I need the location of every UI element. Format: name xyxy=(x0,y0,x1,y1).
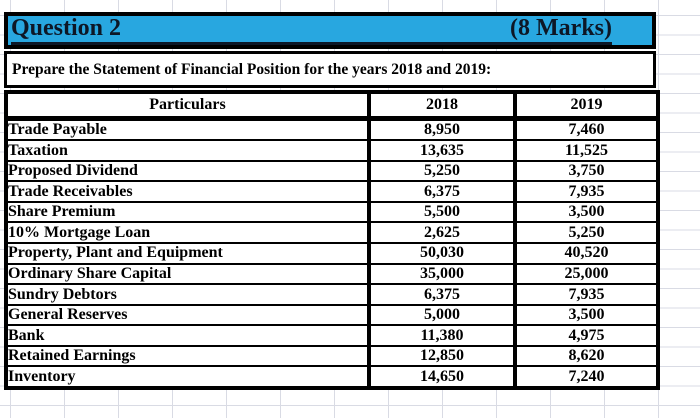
particulars-cell: Proposed Dividend xyxy=(4,159,371,183)
value-2019-cell: 4,975 xyxy=(513,324,660,347)
value-2018-cell: 5,250 xyxy=(367,159,517,183)
question-marks: (8 Marks) xyxy=(510,14,612,41)
value-2019-cell: 7,240 xyxy=(513,365,660,389)
table-row: Trade Payable 8,950 7,460 xyxy=(4,116,660,142)
table-header-row: Particulars 2018 2019 xyxy=(4,91,660,121)
value-2019-cell: 3,500 xyxy=(513,200,660,224)
value-2019-cell: 3,750 xyxy=(513,159,660,183)
instruction-box: Prepare the Statement of Financial Posit… xyxy=(4,51,656,88)
value-2019-cell: 7,460 xyxy=(513,116,660,142)
value-2018-cell: 14,650 xyxy=(367,365,517,389)
value-2019-cell: 40,520 xyxy=(513,241,660,265)
table-row: Bank 11,380 4,975 xyxy=(4,324,660,347)
value-2019-cell: 7,935 xyxy=(513,283,660,306)
table-row: Trade Receivables 6,375 7,935 xyxy=(4,180,660,203)
value-2018-cell: 5,500 xyxy=(367,200,517,224)
table-row: 10% Mortgage Loan 2,625 5,250 xyxy=(4,221,660,244)
particulars-cell: Property, Plant and Equipment xyxy=(4,241,371,265)
table-row: Inventory 14,650 7,240 xyxy=(4,365,660,389)
particulars-cell: Taxation xyxy=(4,139,371,162)
value-2019-cell: 7,935 xyxy=(513,180,660,203)
particulars-cell: Share Premium xyxy=(4,200,371,224)
value-2018-cell: 8,950 xyxy=(367,116,517,142)
particulars-cell: Retained Earnings xyxy=(4,344,371,368)
particulars-cell: Bank xyxy=(4,324,371,347)
instruction-text: Prepare the Statement of Financial Posit… xyxy=(12,60,492,78)
value-2018-cell: 5,000 xyxy=(367,303,517,327)
particulars-cell: Trade Receivables xyxy=(4,180,371,203)
table-row: Ordinary Share Capital 35,000 25,000 xyxy=(4,262,660,286)
column-header-2019: 2019 xyxy=(513,91,660,121)
table-body: Trade Payable 8,950 7,460 Taxation 13,63… xyxy=(4,116,660,389)
value-2018-cell: 6,375 xyxy=(367,180,517,203)
table-row: Share Premium 5,500 3,500 xyxy=(4,200,660,224)
column-header-2018: 2018 xyxy=(367,91,517,121)
value-2019-cell: 5,250 xyxy=(513,221,660,244)
value-2018-cell: 13,635 xyxy=(367,139,517,162)
value-2018-cell: 2,625 xyxy=(367,221,517,244)
question-header-underline: Question 2 (8 Marks) xyxy=(11,14,612,46)
financial-position-table: Particulars 2018 2019 Trade Payable 8,95… xyxy=(4,90,660,390)
particulars-cell: Sundry Debtors xyxy=(4,283,371,306)
table-row: Proposed Dividend 5,250 3,750 xyxy=(4,159,660,183)
value-2018-cell: 12,850 xyxy=(367,344,517,368)
question-title: Question 2 xyxy=(11,14,122,41)
value-2019-cell: 3,500 xyxy=(513,303,660,327)
particulars-cell: Trade Payable xyxy=(4,116,371,142)
table-header: Particulars 2018 2019 xyxy=(4,91,660,121)
table-row: Sundry Debtors 6,375 7,935 xyxy=(4,283,660,306)
particulars-cell: General Reserves xyxy=(4,303,371,327)
value-2018-cell: 35,000 xyxy=(367,262,517,286)
particulars-cell: 10% Mortgage Loan xyxy=(4,221,371,244)
table-row: Property, Plant and Equipment 50,030 40,… xyxy=(4,241,660,265)
particulars-cell: Ordinary Share Capital xyxy=(4,262,371,286)
question-header-bar: Question 2 (8 Marks) xyxy=(4,12,656,49)
value-2018-cell: 11,380 xyxy=(367,324,517,347)
value-2019-cell: 25,000 xyxy=(513,262,660,286)
table-row: Retained Earnings 12,850 8,620 xyxy=(4,344,660,368)
table-row: Taxation 13,635 11,525 xyxy=(4,139,660,162)
value-2019-cell: 8,620 xyxy=(513,344,660,368)
particulars-cell: Inventory xyxy=(4,365,371,389)
value-2018-cell: 6,375 xyxy=(367,283,517,306)
value-2019-cell: 11,525 xyxy=(513,139,660,162)
value-2018-cell: 50,030 xyxy=(367,241,517,265)
column-header-particulars: Particulars xyxy=(4,91,371,121)
table-row: General Reserves 5,000 3,500 xyxy=(4,303,660,327)
